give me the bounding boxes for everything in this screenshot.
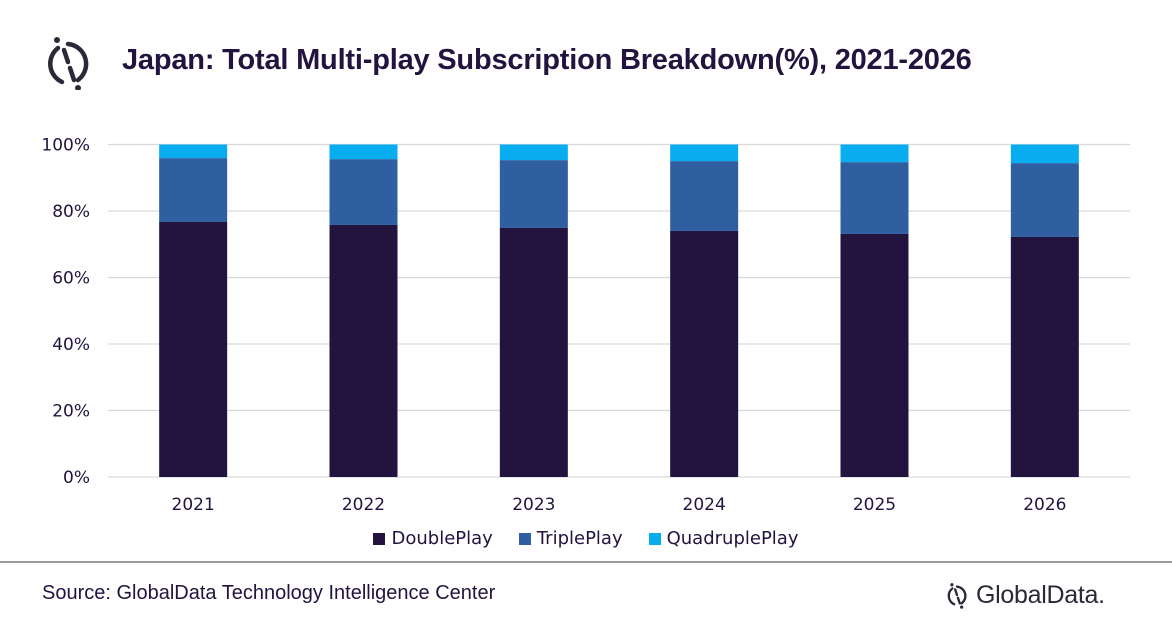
- bar-tripleplay-2023: [499, 160, 568, 228]
- stacked-bar-chart: 0% 20% 40% 60% 80% 100% 2021 2022 2023 2024 2025 20…: [41, 136, 1130, 515]
- x-tick-label: 2021: [172, 495, 215, 515]
- bar-doubleplay-2022: [329, 224, 398, 477]
- y-tick-label: 80%: [52, 202, 90, 222]
- bar-doubleplay-2021: [159, 221, 228, 477]
- legend-swatch: [373, 532, 386, 545]
- bar-doubleplay-2025: [840, 233, 909, 477]
- legend-item-doubleplay: DoublePlay: [373, 528, 493, 549]
- y-tick-label: 0%: [63, 468, 90, 488]
- legend-label: DoublePlay: [391, 528, 493, 549]
- bar-doubleplay-2026: [1010, 236, 1079, 477]
- x-tick-label: 2026: [1023, 495, 1066, 515]
- y-tick-label: 100%: [41, 136, 90, 156]
- bar-tripleplay-2022: [329, 159, 398, 225]
- x-tick-label: 2025: [853, 495, 896, 515]
- globaldata-brand-icon: [947, 583, 967, 609]
- bar-tripleplay-2026: [1010, 163, 1079, 237]
- bar-quadrupleplay-2024: [670, 144, 739, 162]
- y-tick-label: 40%: [52, 335, 90, 355]
- bar-quadrupleplay-2021: [159, 144, 228, 159]
- footer-divider: [0, 561, 1172, 563]
- legend-swatch: [518, 532, 531, 545]
- x-tick-label: 2024: [683, 495, 726, 515]
- globaldata-logo-icon: [48, 37, 89, 90]
- bar-quadrupleplay-2025: [840, 144, 909, 163]
- y-tick-label: 60%: [52, 269, 90, 289]
- y-tick-label: 20%: [52, 402, 90, 422]
- x-tick-label: 2022: [342, 495, 385, 515]
- bar-quadrupleplay-2026: [1010, 144, 1079, 164]
- legend-label: QuadruplePlay: [666, 528, 799, 549]
- bar-tripleplay-2025: [840, 162, 909, 234]
- bar-tripleplay-2021: [159, 158, 228, 222]
- bar-doubleplay-2023: [499, 227, 568, 477]
- legend-swatch: [648, 532, 661, 545]
- bar-quadrupleplay-2023: [499, 144, 568, 161]
- legend-item-quadrupleplay: QuadruplePlay: [648, 528, 799, 549]
- source-note: Source: GlobalData Technology Intelligen…: [42, 582, 496, 604]
- brand-logo: GlobalData.: [944, 577, 1105, 613]
- x-tick-label: 2023: [512, 495, 555, 515]
- bar-tripleplay-2024: [670, 161, 739, 231]
- bar-doubleplay-2024: [670, 230, 739, 477]
- brand-name: GlobalData.: [976, 580, 1105, 609]
- legend-item-tripleplay: TriplePlay: [518, 528, 623, 549]
- legend: DoublePlay TriplePlay QuadruplePlay: [0, 528, 1172, 549]
- legend-label: TriplePlay: [536, 528, 623, 549]
- chart-title: Japan: Total Multi-play Subscription Bre…: [122, 44, 972, 76]
- bar-quadrupleplay-2022: [329, 144, 398, 160]
